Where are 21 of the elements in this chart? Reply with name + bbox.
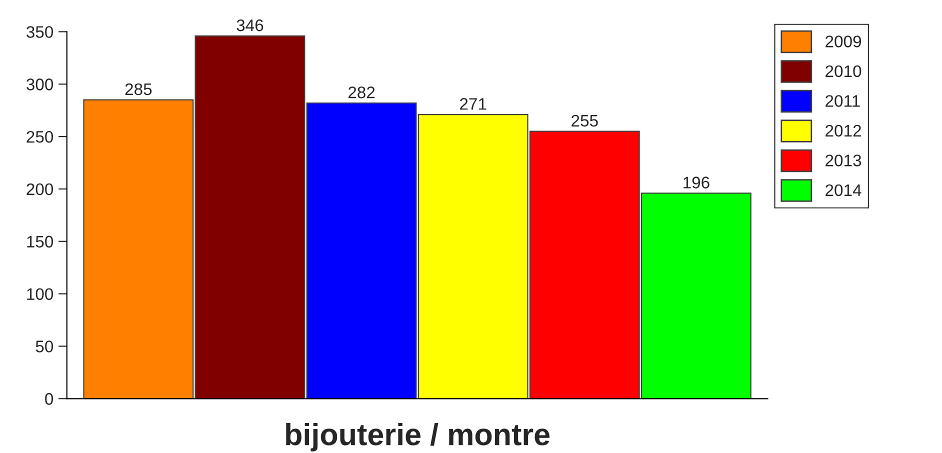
data-label: 346 <box>236 19 264 32</box>
data-label: 285 <box>125 83 152 96</box>
legend-label: 2010 <box>826 65 862 78</box>
legend-label: 2009 <box>826 36 862 48</box>
data-label: 282 <box>348 86 375 98</box>
legend-label: 2014 <box>826 184 862 196</box>
x-axis-title: bijouterie / montre <box>286 422 550 452</box>
y-tick-label: 150 <box>27 236 54 248</box>
y-tick-label: 350 <box>26 26 54 38</box>
y-tick-label: 300 <box>26 78 54 90</box>
legend-label: 2013 <box>826 154 862 166</box>
y-tick-label: 100 <box>27 288 54 300</box>
y-tick-label: 50 <box>36 340 54 352</box>
data-label: 255 <box>572 114 598 127</box>
y-tick-label: 200 <box>26 183 54 196</box>
y-tick-label: 0 <box>45 393 54 405</box>
legend-label: 2011 <box>826 95 860 107</box>
y-tick-label: 250 <box>26 130 54 143</box>
data-label: 196 <box>684 176 710 188</box>
legend-label: 2012 <box>826 124 861 137</box>
data-label: 271 <box>460 98 486 110</box>
